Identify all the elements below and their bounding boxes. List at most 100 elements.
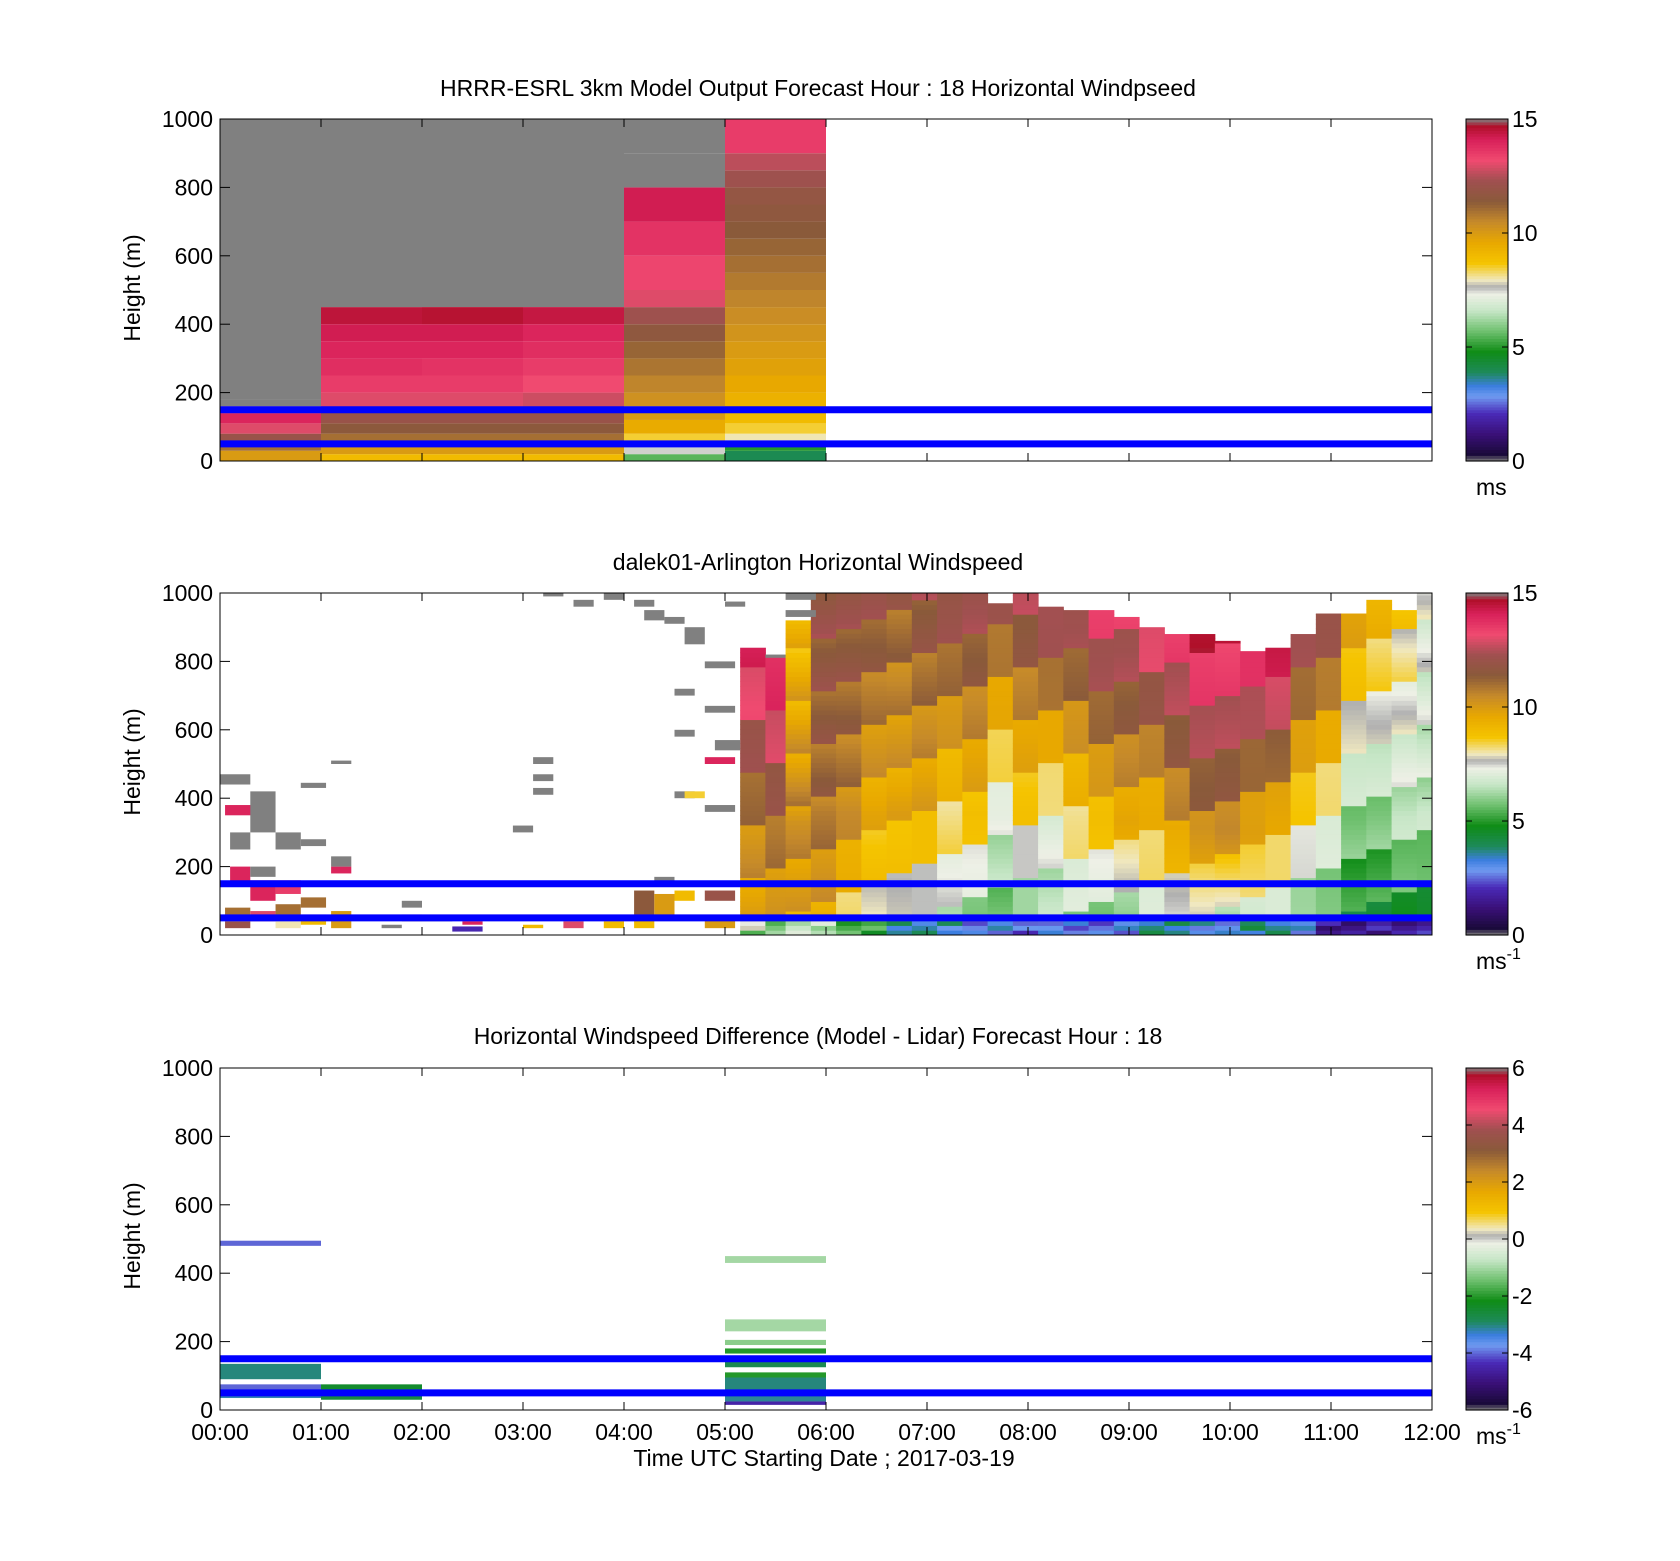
- heatmap-cell: [1265, 901, 1292, 907]
- y-tick-label: 400: [175, 311, 213, 337]
- heatmap-cell: [765, 666, 787, 673]
- colorbar-segment: [1466, 610, 1508, 614]
- heatmap-cell: [937, 604, 963, 610]
- heatmap-cell: [1088, 877, 1115, 883]
- heatmap-cell: [1088, 853, 1115, 859]
- heatmap-cell: [911, 786, 938, 792]
- heatmap-cell: [765, 930, 787, 936]
- heatmap-cell: [740, 724, 766, 730]
- colorbar-segment: [1466, 1170, 1508, 1175]
- heatmap-cell: [1341, 848, 1367, 855]
- colorbar-segment: [1466, 1127, 1508, 1132]
- colorbar-segment: [1466, 1073, 1508, 1078]
- heatmap-cell: [704, 661, 736, 669]
- heatmap-cell: [1088, 863, 1115, 869]
- heatmap-cell: [1265, 848, 1292, 855]
- heatmap-cell: [911, 638, 938, 644]
- heatmap-cell: [911, 772, 938, 778]
- colorbar-segment: [1466, 1164, 1508, 1169]
- heatmap-cell: [1189, 743, 1216, 749]
- heatmap-cell: [1113, 623, 1140, 630]
- heatmap-cell: [1366, 891, 1393, 898]
- heatmap-cell: [836, 925, 862, 931]
- heatmap-cell: [1315, 901, 1342, 907]
- heatmap-cell: [1063, 896, 1090, 902]
- heatmap-cell: [1240, 839, 1266, 845]
- heatmap-cell: [704, 805, 736, 812]
- heatmap-cell: [836, 844, 862, 850]
- y-tick-label: 800: [175, 648, 213, 674]
- heatmap-cell: [1391, 872, 1418, 879]
- heatmap-cell: [1366, 776, 1393, 783]
- panel-model: HRRR-ESRL 3km Model Output Forecast Hour…: [119, 75, 1538, 500]
- colorbar-segment: [1466, 372, 1508, 377]
- heatmap-cell: [861, 834, 888, 840]
- heatmap-cell: [765, 920, 787, 926]
- heatmap-cell: [810, 863, 837, 869]
- colorbar-segment: [1466, 301, 1508, 305]
- heatmap-cell: [1088, 671, 1115, 677]
- heatmap-cell: [861, 815, 888, 821]
- heatmap-cell: [624, 187, 725, 222]
- heatmap-cell: [1290, 686, 1317, 692]
- colorbar-segment: [1466, 449, 1508, 454]
- heatmap-cell: [1265, 776, 1292, 783]
- heatmap-cell: [1341, 824, 1367, 831]
- heatmap-cell: [1240, 925, 1266, 931]
- heatmap-cell: [1265, 930, 1292, 936]
- heatmap-cell: [962, 657, 989, 663]
- heatmap-cell: [1341, 719, 1367, 725]
- heatmap-cell: [1088, 628, 1115, 634]
- heatmap-cell: [785, 652, 812, 658]
- heatmap-cell: [785, 820, 812, 826]
- heatmap-cell: [937, 906, 963, 912]
- heatmap-cell: [962, 848, 989, 855]
- heatmap-cell: [1063, 738, 1090, 744]
- heatmap-cell: [911, 824, 938, 831]
- heatmap-cell: [1012, 877, 1039, 883]
- heatmap-cell: [1164, 709, 1191, 716]
- heatmap-cell: [836, 810, 862, 816]
- heatmap-cell: [810, 887, 837, 893]
- heatmap-cell: [911, 686, 938, 692]
- heatmap-cell: [1113, 743, 1140, 749]
- heatmap-cell: [1063, 786, 1090, 792]
- heatmap-cell: [1366, 714, 1393, 721]
- heatmap-cell: [740, 930, 766, 936]
- heatmap-cell: [740, 671, 766, 677]
- x-tick-label: 08:00: [999, 1419, 1057, 1445]
- heatmap-cell: [987, 810, 1014, 816]
- heatmap-cell: [1315, 805, 1342, 812]
- heatmap-cell: [886, 858, 913, 864]
- heatmap-cell: [1240, 896, 1266, 902]
- colorbar-segment: [1466, 721, 1508, 725]
- heatmap-cell: [321, 1384, 422, 1390]
- heatmap-cell: [962, 906, 989, 912]
- heatmap-cell: [1063, 686, 1090, 692]
- heatmap-cell: [1012, 753, 1039, 759]
- heatmap-cell: [810, 738, 837, 744]
- heatmap-cell: [225, 907, 251, 915]
- heatmap-cell: [886, 772, 913, 778]
- heatmap-cell: [1214, 738, 1241, 744]
- heatmap-cell: [810, 791, 837, 797]
- heatmap-cell: [1290, 844, 1317, 850]
- heatmap-cell: [1164, 796, 1191, 802]
- colorbar-segment: [1466, 1204, 1508, 1209]
- heatmap-cell: [1012, 920, 1039, 926]
- colorbar-segment: [1466, 621, 1508, 625]
- heatmap-cell: [740, 800, 766, 807]
- heatmap-cell: [1038, 705, 1064, 711]
- heatmap-cell: [1063, 781, 1090, 788]
- colorbar-segment: [1466, 1293, 1508, 1297]
- heatmap-cell: [1189, 901, 1216, 907]
- heatmap-cell: [911, 867, 938, 874]
- heatmap-cell: [1315, 829, 1342, 835]
- heatmap-cell: [1063, 887, 1090, 893]
- heatmap-cell: [1038, 695, 1064, 701]
- heatmap-cell: [1315, 877, 1342, 883]
- colorbar-segment: [1466, 1142, 1508, 1146]
- heatmap-cell: [1113, 724, 1140, 730]
- heatmap-cell: [962, 633, 989, 639]
- heatmap-cell: [937, 930, 963, 936]
